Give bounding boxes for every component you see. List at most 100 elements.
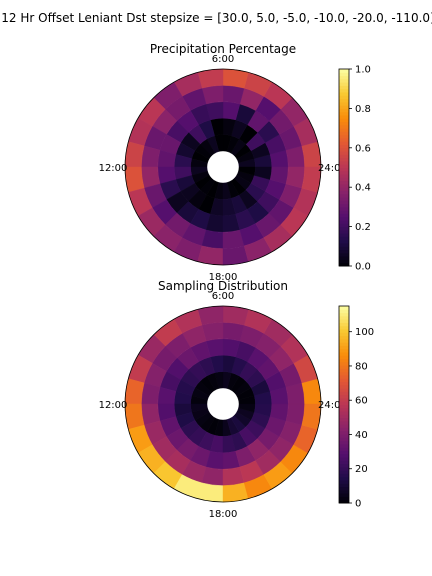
colorbar-gradient-slice (339, 335, 349, 340)
colorbar-tick-label: 100 (355, 327, 374, 338)
theta-label-18: 18:00 (209, 509, 238, 520)
colorbar-gradient-slice (339, 206, 349, 211)
colorbar-tick-label: 0 (355, 499, 361, 510)
colorbar-gradient-slice (339, 197, 349, 201)
colorbar-tick-label: 0.0 (355, 262, 371, 273)
colorbar-gradient-slice (339, 407, 349, 412)
heatmap-cell (222, 245, 249, 266)
colorbar-gradient-slice (339, 95, 349, 100)
panel-sampling: Sampling Distribution 6:00 12:00 18:00 2… (99, 279, 375, 520)
colorbar-gradient-slice (339, 348, 349, 353)
colorbar-gradient-slice (339, 368, 349, 373)
colorbar-gradient-slice (339, 170, 349, 175)
polar-heatmap-precipitation (124, 68, 322, 266)
colorbar-gradient-slice (339, 437, 349, 442)
colorbar-gradient-slice (339, 114, 349, 119)
colorbar-gradient-slice (339, 203, 349, 208)
colorbar-gradient-slice (339, 213, 349, 218)
colorbar-gradient-slice (339, 417, 349, 422)
colorbar-tick-label: 0.8 (355, 104, 371, 115)
theta-label-12: 12:00 (99, 400, 128, 411)
polar-frame (124, 68, 322, 266)
colorbar-precipitation: 0.0 0.2 0.4 0.6 0.8 1.0 (338, 65, 371, 273)
colorbar-gradient-slice (339, 193, 349, 198)
colorbar-gradient-slice (339, 338, 349, 343)
heatmap-cell (197, 68, 224, 89)
colorbar-gradient-slice (339, 229, 349, 234)
colorbar-gradient-slice (339, 466, 349, 471)
colorbar-gradient-slice (339, 252, 349, 257)
colorbar-gradient-slice (339, 342, 349, 346)
colorbar-gradient-slice (339, 259, 349, 264)
chart-title-precipitation: Precipitation Percentage (150, 42, 296, 56)
theta-label-6: 6:00 (212, 291, 234, 302)
colorbar-gradient-slice (339, 239, 349, 244)
heatmap-cell (197, 245, 224, 266)
colorbar-gradient-slice (339, 453, 349, 458)
colorbar-gradient-slice (339, 473, 349, 478)
colorbar-gradient-slice (339, 388, 349, 392)
colorbar-gradient-slice (339, 457, 349, 461)
heatmap-cell (124, 166, 145, 193)
polar-heatmap-sampling (124, 305, 322, 503)
colorbar-gradient-slice (339, 75, 349, 80)
colorbar-gradient-slice (339, 200, 349, 205)
colorbar-gradient-slice (339, 381, 349, 386)
colorbar-gradient-slice (339, 69, 349, 73)
colorbar-gradient-slice (339, 319, 349, 323)
colorbar-gradient-slice (339, 236, 349, 241)
colorbar-gradient-slice (339, 450, 349, 455)
colorbar-gradient-slice (339, 72, 349, 77)
colorbar-gradient-slice (339, 447, 349, 451)
theta-label-12: 12:00 (99, 163, 128, 174)
colorbar-tick-label: 80 (355, 361, 368, 372)
colorbar-gradient-slice (339, 256, 349, 260)
colorbar-gradient-slice (339, 98, 349, 103)
colorbar-gradient-slice (339, 430, 349, 435)
colorbar-tick-label: 0.4 (355, 183, 371, 194)
colorbar-gradient-slice (339, 144, 349, 149)
colorbar-gradient-slice (339, 78, 349, 83)
colorbar-gradient-slice (339, 154, 349, 159)
colorbar-gradient-slice (339, 160, 349, 165)
colorbar-gradient-slice (339, 391, 349, 396)
colorbar-gradient-slice (339, 164, 349, 168)
colorbar-gradient-slice (339, 401, 349, 405)
colorbar-gradient-slice (339, 378, 349, 383)
colorbar-gradient-slice (339, 404, 349, 409)
colorbar-gradient-slice (339, 187, 349, 191)
colorbar-gradient-slice (339, 246, 349, 251)
colorbar-gradient-slice (339, 141, 349, 146)
colorbar-gradient-slice (339, 137, 349, 142)
colorbar-gradient-slice (339, 361, 349, 366)
colorbar-frame (338, 305, 350, 504)
colorbar-gradient-slice (339, 443, 349, 448)
colorbar-gradient-slice (339, 424, 349, 428)
colorbar-frame (338, 68, 350, 267)
heatmap-cell (197, 482, 224, 503)
panel-precipitation: Precipitation Percentage 6:00 12:00 18:0… (99, 42, 371, 283)
colorbar-gradient-slice (339, 460, 349, 465)
colorbar-gradient-slice (339, 397, 349, 402)
colorbar-tick-label: 0.6 (355, 143, 371, 154)
colorbar-gradient-slice (339, 105, 349, 109)
colorbar-gradient-slice (339, 489, 349, 494)
colorbar-gradient-slice (339, 147, 349, 152)
colorbar-gradient-slice (339, 493, 349, 497)
colorbar-gradient-slice (339, 358, 349, 363)
colorbar-gradient-slice (339, 88, 349, 93)
heatmap-cell (222, 482, 249, 503)
heatmap-cell (222, 68, 249, 89)
colorbar-gradient-slice (339, 128, 349, 132)
colorbar-gradient-slice (339, 111, 349, 116)
theta-label-24: 24:00 (318, 163, 347, 174)
colorbar-gradient-slice (339, 233, 349, 237)
colorbar-gradient-slice (339, 151, 349, 155)
figure-suptitle: 12 Hr Offset Leniant Dst stepsize = [30.… (1, 11, 432, 25)
theta-label-6: 6:00 (212, 54, 234, 65)
heatmap-cell (124, 378, 145, 405)
colorbar-gradient-slice (339, 226, 349, 231)
colorbar-tick-label: 0.2 (355, 222, 371, 233)
colorbar-gradient-slice (339, 434, 349, 438)
